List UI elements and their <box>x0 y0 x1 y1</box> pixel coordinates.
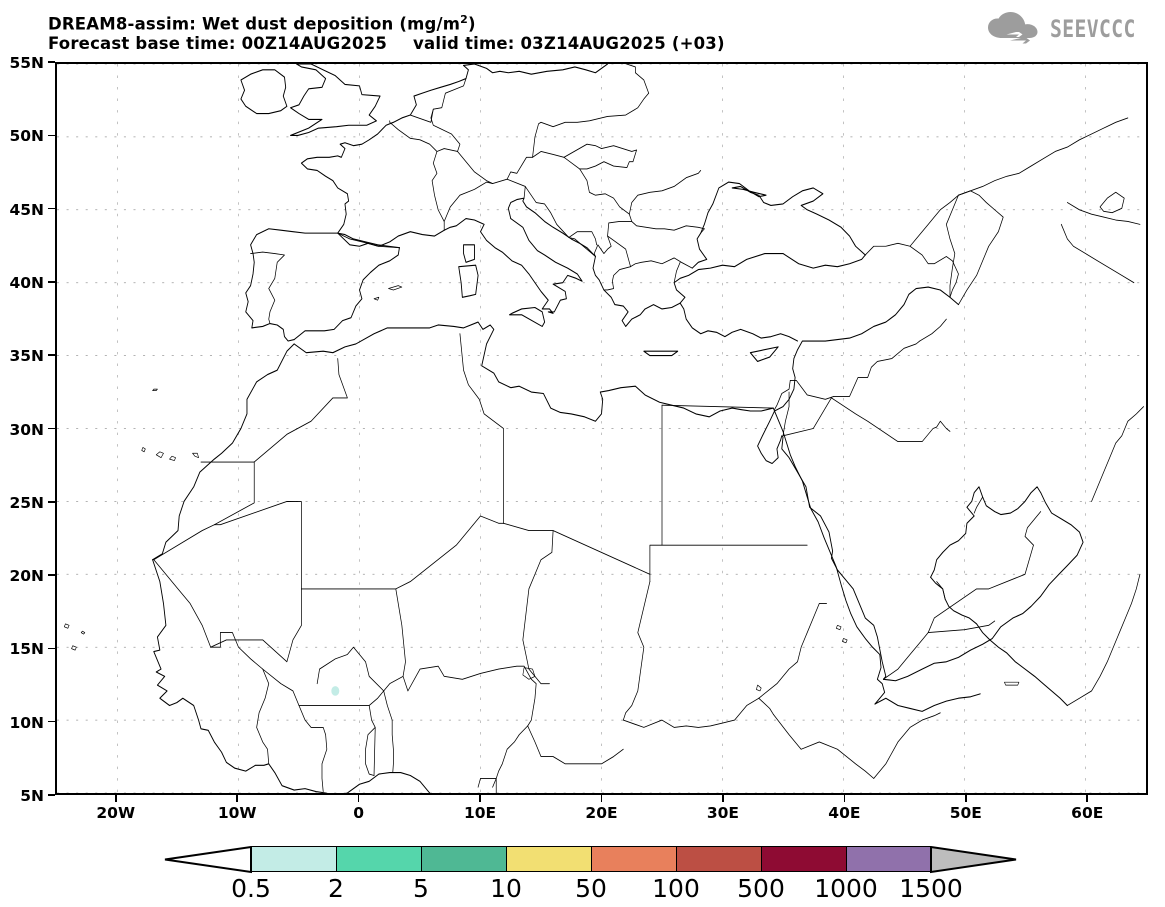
y-axis-label-1: 50N <box>9 127 44 146</box>
seevccc-logo: SEEVCCC <box>986 12 1155 46</box>
colorbar-band-1 <box>336 846 421 872</box>
colorbar[interactable] <box>163 846 1018 874</box>
y-axis-tick <box>48 354 55 356</box>
map-frame <box>55 62 1148 795</box>
colorbar-band-3 <box>506 846 591 872</box>
units-superscript: 2 <box>460 13 469 26</box>
x-axis-tick <box>843 795 846 802</box>
geography-layer <box>63 64 1144 793</box>
colorbar-tick-2: 2 <box>328 874 344 903</box>
y-axis-label-6: 25N <box>9 493 44 512</box>
y-axis-tick <box>48 61 55 63</box>
y-axis-label-9: 10N <box>9 713 44 732</box>
logo-text: SEEVCCC <box>1050 15 1137 43</box>
colorbar-band-0 <box>251 846 336 872</box>
base-time-label: Forecast base time: <box>48 33 236 53</box>
x-axis-label-8: 60E <box>1071 804 1104 822</box>
y-axis-label-4: 35N <box>9 347 44 366</box>
map-canvas <box>57 64 1146 793</box>
y-axis-tick <box>48 794 55 796</box>
x-axis-tick <box>1086 795 1089 802</box>
x-axis-label-0: 20W <box>96 804 136 822</box>
chart-header: DREAM8-assim: Wet dust deposition (mg/m2… <box>48 10 725 53</box>
colorbar-band-2 <box>421 846 506 872</box>
colorbar-tick-labels: 0.5 2 5 10 50 100 500 1000 1500 <box>0 874 1165 904</box>
colorbar-band-4 <box>591 846 676 872</box>
x-axis-label-5: 30E <box>706 804 740 822</box>
x-axis-label-7: 50E <box>949 804 982 822</box>
colorbar-band-7 <box>846 846 931 872</box>
y-axis-tick <box>48 501 55 503</box>
y-axis-label-10: 5N <box>20 787 44 805</box>
colorbar-tick-1000: 1000 <box>814 874 878 903</box>
y-axis-tick <box>48 207 55 210</box>
deposition-spot <box>331 686 340 696</box>
y-axis-tick <box>48 574 55 576</box>
colorbar-tick-0.5: 0.5 <box>231 874 271 903</box>
colorbar-tick-50: 50 <box>575 874 607 903</box>
y-axis-tick <box>48 281 55 283</box>
y-axis-tick <box>48 134 55 137</box>
y-axis-label-3: 40N <box>9 273 44 292</box>
colorbar-tick-10: 10 <box>490 874 522 903</box>
x-axis-label-3: 10E <box>463 804 497 822</box>
colorbar-tick-1500: 1500 <box>899 874 963 903</box>
y-axis-label-7: 20N <box>9 567 44 586</box>
y-axis-label-5: 30N <box>9 420 44 439</box>
x-axis-label-1: 10W <box>217 804 257 822</box>
colorbar-tick-500: 500 <box>737 874 785 903</box>
cloud-icon <box>988 12 1038 44</box>
title-line-times: Forecast base time: 00Z14AUG2025 valid ti… <box>48 34 725 53</box>
model-title-text: DREAM8-assim: Wet dust deposition (mg/m <box>48 14 461 34</box>
base-time-value: 00Z14AUG2025 <box>241 33 388 53</box>
y-axis-label-0: 55N <box>9 54 44 72</box>
valid-time-value: 03Z14AUG2025 <box>520 33 666 53</box>
x-axis-tick <box>965 795 967 802</box>
grid-lines <box>57 64 1146 793</box>
colorbar-over-arrow <box>930 846 1017 874</box>
x-axis-label-4: 20E <box>585 804 618 822</box>
x-axis-tick <box>236 795 238 802</box>
y-axis-label-2: 45N <box>9 200 44 219</box>
x-axis-tick <box>357 795 360 802</box>
x-axis-tick <box>600 795 603 802</box>
valid-time-label: valid time: <box>413 33 515 53</box>
y-axis-tick <box>48 720 55 723</box>
x-axis-tick <box>114 795 117 802</box>
x-axis-label-2: 0 <box>353 804 364 822</box>
y-axis-tick <box>48 647 55 650</box>
x-axis-tick <box>722 795 724 802</box>
x-axis-label-6: 40E <box>828 804 861 822</box>
data-points-layer <box>331 686 340 696</box>
colorbar-band-5 <box>676 846 761 872</box>
colorbar-bands <box>251 846 931 872</box>
colorbar-tick-100: 100 <box>652 874 700 903</box>
map-container[interactable] <box>55 62 1148 795</box>
colorbar-tick-5: 5 <box>413 874 429 903</box>
x-axis-tick <box>479 795 481 802</box>
y-axis-label-8: 15N <box>9 640 44 659</box>
colorbar-band-6 <box>761 846 846 872</box>
units-close-paren: ) <box>468 14 476 34</box>
forecast-offset: (+03) <box>671 33 725 53</box>
y-axis-tick <box>48 427 55 430</box>
title-line-model: DREAM8-assim: Wet dust deposition (mg/m2… <box>48 10 725 34</box>
colorbar-under-arrow <box>164 846 252 874</box>
